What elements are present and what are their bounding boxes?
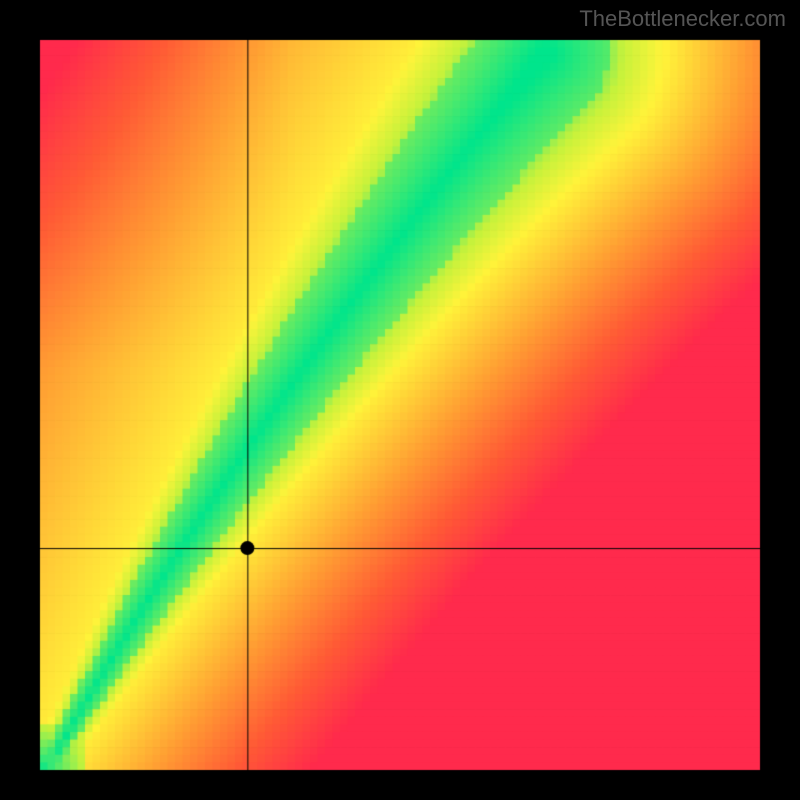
chart-container: TheBottlenecker.com xyxy=(0,0,800,800)
watermark-text: TheBottlenecker.com xyxy=(579,6,786,32)
bottleneck-heatmap-canvas xyxy=(0,0,800,800)
